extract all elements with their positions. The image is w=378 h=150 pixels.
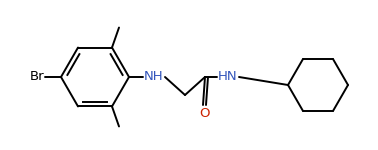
Text: O: O [199, 107, 209, 120]
Text: HN: HN [218, 70, 238, 83]
Text: Br: Br [29, 70, 44, 84]
Text: NH: NH [144, 70, 164, 83]
